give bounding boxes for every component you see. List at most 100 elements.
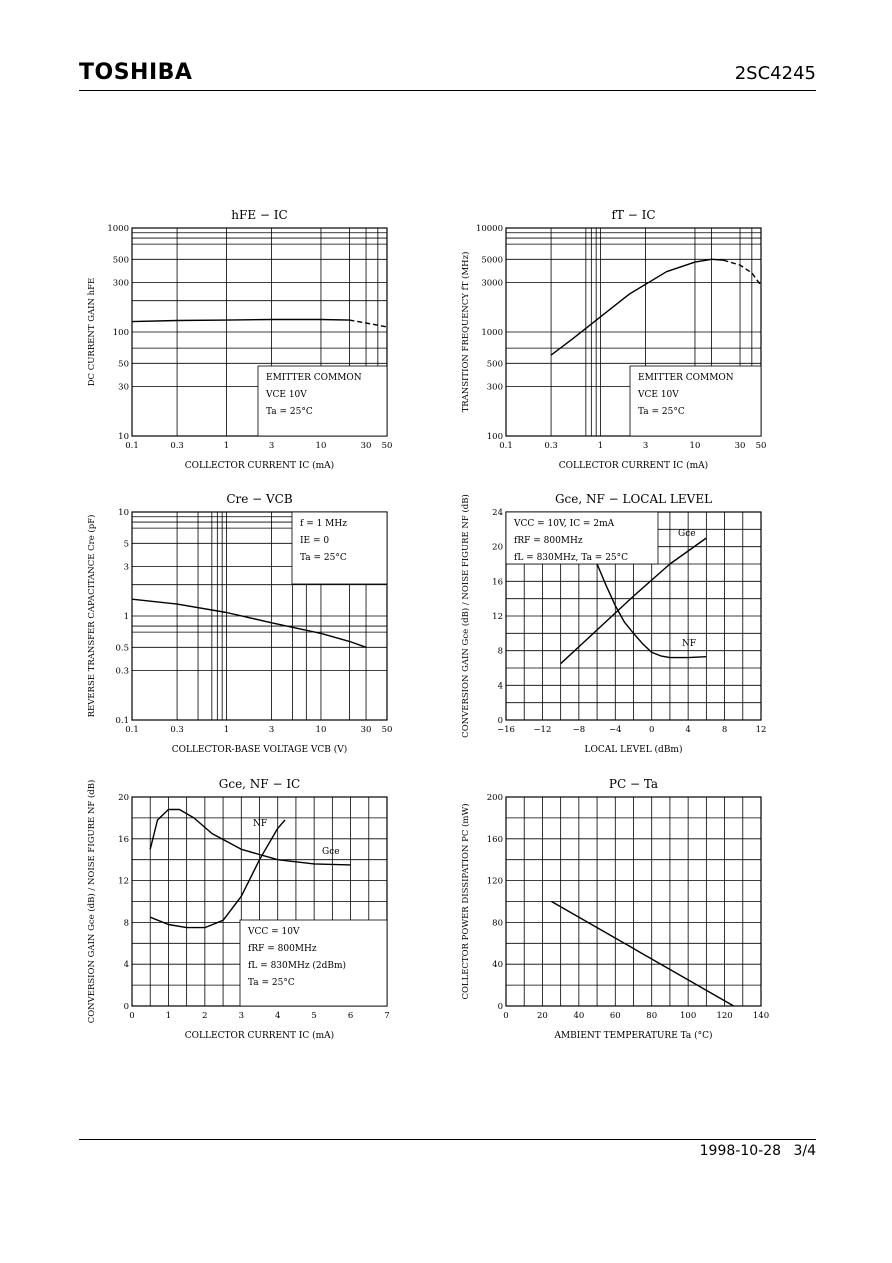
x-tick-label: 0: [129, 1011, 134, 1021]
x-tick-label: 4: [275, 1011, 280, 1021]
x-tick-label: 30: [735, 441, 746, 451]
y-axis-label: CONVERSION GAIN Gce (dB) / NOISE FIGURE …: [460, 494, 471, 738]
x-axis-label: LOCAL LEVEL (dBm): [585, 744, 683, 755]
x-tick-label: 0.1: [125, 725, 139, 735]
chart-title: PC − Ta: [609, 777, 658, 791]
y-tick-label: 500: [113, 255, 129, 265]
legend-box: [239, 919, 388, 1007]
legend-box: [291, 511, 388, 585]
x-tick-label: 1: [598, 441, 603, 451]
x-tick-label: 2: [202, 1011, 207, 1021]
x-tick-label: 50: [382, 725, 393, 735]
series-line: [723, 259, 762, 286]
y-tick-label: 0: [498, 716, 503, 726]
y-tick-label: 100: [487, 432, 503, 442]
y-tick-label: 30: [118, 382, 129, 392]
y-tick-label: 50: [118, 359, 129, 369]
y-tick-label: 0.3: [115, 666, 129, 676]
y-tick-label: 8: [498, 647, 503, 657]
x-tick-label: 1: [224, 725, 229, 735]
series-line: [550, 258, 724, 356]
y-tick-label: 200: [487, 793, 503, 803]
x-tick-label: 10: [316, 725, 327, 735]
series-line: [149, 808, 351, 866]
x-tick-label: 0.3: [170, 725, 184, 735]
y-tick-label: 20: [118, 793, 129, 803]
series-label: NF: [253, 819, 267, 829]
x-tick-label: 40: [573, 1011, 584, 1021]
y-tick-label: 0: [498, 1002, 503, 1012]
legend-text: Ta = 25°C: [300, 553, 347, 563]
x-tick-label: 20: [537, 1011, 548, 1021]
x-tick-label: 0.1: [125, 441, 139, 451]
x-tick-label: 100: [680, 1011, 696, 1021]
x-axis-label: COLLECTOR CURRENT IC (mA): [185, 1030, 334, 1041]
y-tick-label: 3: [124, 562, 129, 572]
brand-logo: TOSHIBA: [79, 60, 193, 85]
grid: [505, 796, 762, 1007]
x-tick-label: 12: [756, 725, 767, 735]
y-tick-label: 4: [124, 960, 129, 970]
x-axis-label: AMBIENT TEMPERATURE Ta (°C): [553, 1030, 712, 1041]
y-tick-label: 500: [487, 359, 503, 369]
legend-box: [257, 365, 388, 437]
y-tick-label: 0.5: [115, 643, 129, 653]
x-tick-label: 10: [316, 441, 327, 451]
y-tick-label: 3000: [481, 278, 503, 288]
x-tick-label: 6: [348, 1011, 353, 1021]
footer-rule: [79, 1139, 816, 1140]
legend-text: fRF = 800MHz: [248, 944, 317, 954]
legend-text: fL = 830MHz, Ta = 25°C: [514, 553, 628, 563]
y-tick-label: 0.1: [115, 716, 129, 726]
footer: 1998-10-28 3/4: [692, 1143, 816, 1159]
legend-text: VCE 10V: [637, 390, 679, 400]
y-tick-label: 160: [487, 835, 503, 845]
x-tick-label: 30: [361, 725, 372, 735]
y-tick-label: 10000: [476, 224, 503, 234]
x-tick-label: 0.1: [499, 441, 513, 451]
legend-text: Ta = 25°C: [266, 407, 313, 417]
legend-text: VCC = 10V: [247, 927, 300, 937]
x-tick-label: 120: [716, 1011, 732, 1021]
series-line: [551, 900, 735, 1007]
legend-text: f = 1 MHz: [300, 519, 347, 529]
x-tick-label: 0: [503, 1011, 508, 1021]
x-tick-label: 0.3: [170, 441, 184, 451]
chart-title: Gce, NF − LOCAL LEVEL: [555, 492, 712, 506]
x-tick-label: 5: [311, 1011, 316, 1021]
x-tick-label: 80: [646, 1011, 657, 1021]
y-tick-label: 120: [487, 877, 503, 887]
x-tick-label: −4: [609, 725, 622, 735]
x-tick-label: 1: [166, 1011, 171, 1021]
y-tick-label: 5000: [481, 255, 503, 265]
x-tick-label: 60: [610, 1011, 621, 1021]
y-tick-label: 1000: [107, 224, 129, 234]
y-tick-label: 10: [118, 432, 129, 442]
y-tick-label: 1: [124, 612, 129, 622]
legend-text: IE = 0: [300, 536, 329, 546]
legend-text: EMITTER COMMON: [638, 373, 734, 383]
y-tick-label: 24: [492, 508, 503, 518]
series-line: [131, 318, 350, 323]
plot-frame: [505, 796, 762, 1007]
y-tick-label: 80: [492, 918, 503, 928]
legend-text: Ta = 25°C: [248, 978, 295, 988]
x-tick-label: 0.3: [544, 441, 558, 451]
footer-page: 3/4: [793, 1143, 816, 1159]
series-line: [596, 563, 707, 659]
legend-text: fL = 830MHz (2dBm): [248, 960, 346, 971]
header-rule: [79, 90, 816, 91]
series-label: Gce: [678, 529, 696, 539]
y-axis-label: REVERSE TRANSFER CAPACITANCE Cre (pF): [86, 515, 97, 718]
x-tick-label: 50: [382, 441, 393, 451]
y-tick-label: 4: [498, 681, 503, 691]
legend-box: [505, 511, 659, 565]
y-tick-label: 300: [113, 278, 129, 288]
legend-text: Ta = 25°C: [638, 407, 685, 417]
y-axis-label: DC CURRENT GAIN hFE: [87, 278, 97, 387]
x-tick-label: −12: [533, 725, 551, 735]
